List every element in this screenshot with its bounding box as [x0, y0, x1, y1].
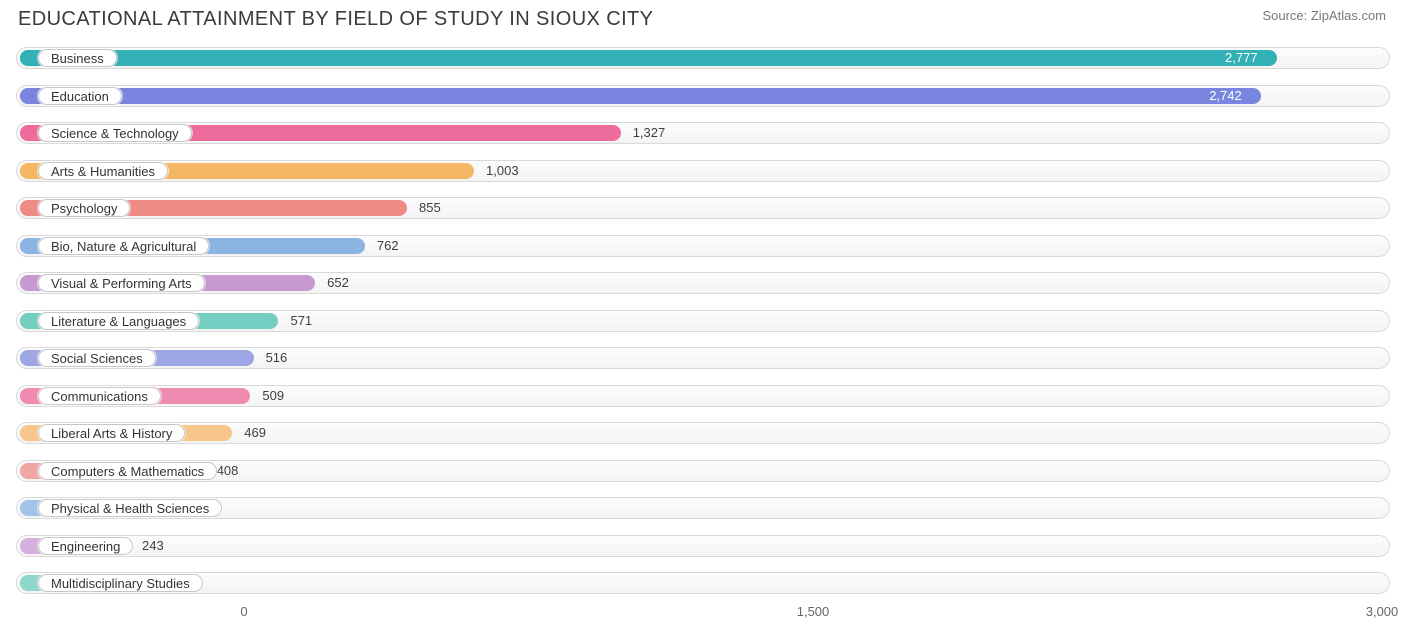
bar-label: Social Sciences	[38, 349, 156, 367]
bar-value: 516	[266, 350, 288, 366]
axis-tick: 3,000	[1366, 604, 1399, 619]
bar-label: Science & Technology	[38, 124, 192, 142]
bar-row: Arts & Humanities 1,003	[16, 154, 1390, 188]
bar-value: 652	[327, 275, 349, 291]
bar-row: Education 2,742	[16, 79, 1390, 113]
bar-cap	[20, 88, 36, 104]
bar-cap	[20, 425, 36, 441]
bar-cap	[20, 238, 36, 254]
bar-row: Business 2,777	[16, 41, 1390, 75]
bar-value: 469	[244, 425, 266, 441]
bar-label: Engineering	[38, 537, 133, 555]
chart-title: EDUCATIONAL ATTAINMENT BY FIELD OF STUDY…	[18, 8, 653, 31]
chart-header: EDUCATIONAL ATTAINMENT BY FIELD OF STUDY…	[0, 0, 1406, 35]
bar-value: 1,003	[486, 163, 519, 179]
chart-source: Source: ZipAtlas.com	[1262, 8, 1386, 23]
bar-cap	[20, 163, 36, 179]
bar-label: Multidisciplinary Studies	[38, 574, 203, 592]
bar-row: Science & Technology 1,327	[16, 116, 1390, 150]
x-axis: 01,5003,000	[16, 604, 1390, 634]
bar-label: Arts & Humanities	[38, 162, 168, 180]
bar-label: Visual & Performing Arts	[38, 274, 205, 292]
bar-label: Computers & Mathematics	[38, 462, 217, 480]
bar-track	[16, 535, 1390, 557]
bar-label: Liberal Arts & History	[38, 424, 185, 442]
bar-fill	[20, 88, 1261, 104]
bar-cap	[20, 50, 36, 66]
bar-label: Education	[38, 87, 122, 105]
bar-row: Communications 509	[16, 379, 1390, 413]
bar-row: Physical & Health Sciences255	[16, 491, 1390, 525]
bar-cap	[20, 463, 36, 479]
axis-tick: 1,500	[797, 604, 830, 619]
bar-value: 571	[290, 313, 312, 329]
bar-cap	[20, 125, 36, 141]
bar-cap	[20, 275, 36, 291]
bar-row: Visual & Performing Arts 652	[16, 266, 1390, 300]
bar-cap	[20, 313, 36, 329]
bar-value: 2,742	[1209, 88, 1242, 104]
bar-value: 2,777	[1225, 50, 1258, 66]
bar-cap	[20, 388, 36, 404]
bar-label: Communications	[38, 387, 161, 405]
bar-label: Bio, Nature & Agricultural	[38, 237, 209, 255]
bar-label: Literature & Languages	[38, 312, 199, 330]
axis-tick: 0	[240, 604, 247, 619]
bar-row: Multidisciplinary Studies67	[16, 566, 1390, 600]
bar-label: Psychology	[38, 199, 130, 217]
bar-cap	[20, 538, 36, 554]
bar-row: Literature & Languages 571	[16, 304, 1390, 338]
bar-cap	[20, 500, 36, 516]
bar-value: 1,327	[633, 125, 666, 141]
bar-value: 243	[142, 538, 164, 554]
bar-row: Liberal Arts & History 469	[16, 416, 1390, 450]
bar-row: Psychology 855	[16, 191, 1390, 225]
bar-cap	[20, 575, 36, 591]
bar-track	[16, 497, 1390, 519]
bar-value: 408	[217, 463, 239, 479]
bar-value: 855	[419, 200, 441, 216]
bar-fill	[20, 50, 1277, 66]
bar-track	[16, 572, 1390, 594]
bar-cap	[20, 350, 36, 366]
bar-row: Social Sciences 516	[16, 341, 1390, 375]
bar-cap	[20, 200, 36, 216]
bar-value: 762	[377, 238, 399, 254]
bar-value: 509	[262, 388, 284, 404]
bar-label: Physical & Health Sciences	[38, 499, 222, 517]
bar-row: Engineering 243	[16, 529, 1390, 563]
bar-label: Business	[38, 49, 117, 67]
chart-area: Business 2,777 Education 2,742 Science & Tec…	[0, 35, 1406, 600]
bar-row: Computers & Mathematics408	[16, 454, 1390, 488]
bar-row: Bio, Nature & Agricultural 762	[16, 229, 1390, 263]
